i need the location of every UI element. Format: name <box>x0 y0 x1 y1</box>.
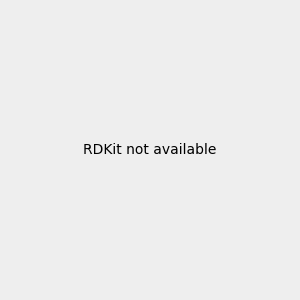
Text: RDKit not available: RDKit not available <box>83 143 217 157</box>
